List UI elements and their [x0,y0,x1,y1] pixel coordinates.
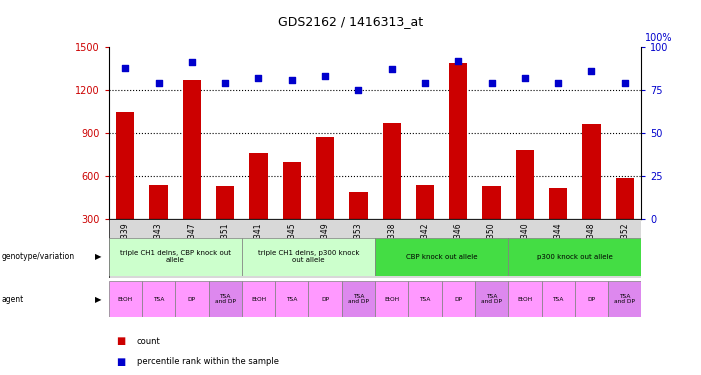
FancyBboxPatch shape [209,281,242,317]
Text: GSM67343: GSM67343 [154,222,163,264]
FancyBboxPatch shape [575,281,608,317]
Bar [449,63,468,262]
Text: ■: ■ [116,357,125,367]
Point [286,76,297,82]
Text: count: count [137,337,161,346]
Bar [116,112,135,262]
FancyBboxPatch shape [342,281,375,317]
Text: EtOH: EtOH [517,297,533,302]
Text: GSM67339: GSM67339 [121,222,130,264]
FancyBboxPatch shape [508,238,641,276]
FancyBboxPatch shape [608,281,641,317]
Bar [250,153,268,262]
Text: GSM67341: GSM67341 [254,222,263,264]
FancyBboxPatch shape [409,281,442,317]
Text: agent: agent [1,295,24,304]
Text: GSM67338: GSM67338 [387,222,396,264]
Text: TSA
and DP: TSA and DP [348,294,369,304]
FancyBboxPatch shape [175,281,209,317]
Text: TSA: TSA [153,297,164,302]
Text: EtOH: EtOH [118,297,133,302]
Point [186,59,198,65]
Point [453,58,464,64]
Bar [149,185,168,262]
FancyBboxPatch shape [242,238,375,276]
Bar [416,185,434,262]
Bar [383,123,401,262]
Text: GSM67347: GSM67347 [187,222,196,264]
Point [419,80,430,86]
Text: TSA: TSA [552,297,564,302]
FancyBboxPatch shape [109,238,242,276]
Point [486,80,497,86]
Point [586,68,597,74]
Text: ■: ■ [116,336,125,346]
Text: DP: DP [188,297,196,302]
FancyBboxPatch shape [375,281,409,317]
Text: GSM67340: GSM67340 [520,222,529,264]
Text: GSM67345: GSM67345 [287,222,297,264]
FancyBboxPatch shape [242,281,275,317]
Text: GSM67346: GSM67346 [454,222,463,264]
Point [519,75,531,81]
Text: DP: DP [321,297,329,302]
Text: DP: DP [587,297,596,302]
Text: GSM67342: GSM67342 [421,222,430,264]
FancyBboxPatch shape [308,281,342,317]
Bar [583,124,601,262]
Text: TSA
and DP: TSA and DP [481,294,502,304]
Point [353,87,364,93]
Text: TSA
and DP: TSA and DP [614,294,635,304]
Text: TSA
and DP: TSA and DP [215,294,236,304]
FancyBboxPatch shape [275,281,308,317]
Text: EtOH: EtOH [384,297,400,302]
Text: GSM67352: GSM67352 [620,222,629,264]
FancyBboxPatch shape [109,281,142,317]
Point [153,80,164,86]
Text: TSA: TSA [419,297,430,302]
Point [552,80,564,86]
Point [386,66,397,72]
Text: GSM67350: GSM67350 [487,222,496,264]
Bar [549,188,567,262]
FancyBboxPatch shape [542,281,575,317]
Text: p300 knock out allele: p300 knock out allele [537,254,613,260]
Text: CBP knock out allele: CBP knock out allele [406,254,477,260]
Text: GDS2162 / 1416313_at: GDS2162 / 1416313_at [278,15,423,28]
Text: genotype/variation: genotype/variation [1,252,74,261]
Text: GSM67348: GSM67348 [587,222,596,264]
Bar [183,80,201,262]
Point [619,80,630,86]
Text: GSM67349: GSM67349 [320,222,329,264]
Bar [349,192,367,262]
Point [120,64,131,70]
Bar [283,162,301,262]
Text: GSM67353: GSM67353 [354,222,363,264]
Text: GSM67344: GSM67344 [554,222,563,264]
Bar [216,186,234,262]
Bar [482,186,501,262]
Text: TSA: TSA [286,297,297,302]
FancyBboxPatch shape [142,281,175,317]
FancyBboxPatch shape [475,281,508,317]
Text: triple CH1 delns, p300 knock
out allele: triple CH1 delns, p300 knock out allele [258,251,359,263]
Point [253,75,264,81]
FancyBboxPatch shape [508,281,542,317]
Text: 100%: 100% [645,33,672,43]
Bar [316,138,334,262]
FancyBboxPatch shape [375,238,508,276]
Text: ▶: ▶ [95,295,102,304]
Text: DP: DP [454,297,463,302]
FancyBboxPatch shape [442,281,475,317]
Bar [516,150,534,262]
Text: percentile rank within the sample: percentile rank within the sample [137,357,279,366]
Text: EtOH: EtOH [251,297,266,302]
Point [320,73,331,79]
FancyBboxPatch shape [109,219,641,278]
Bar [615,178,634,262]
Text: GSM67351: GSM67351 [221,222,230,264]
Point [219,80,231,86]
Text: triple CH1 delns, CBP knock out
allele: triple CH1 delns, CBP knock out allele [120,251,231,263]
Text: ▶: ▶ [95,252,102,261]
